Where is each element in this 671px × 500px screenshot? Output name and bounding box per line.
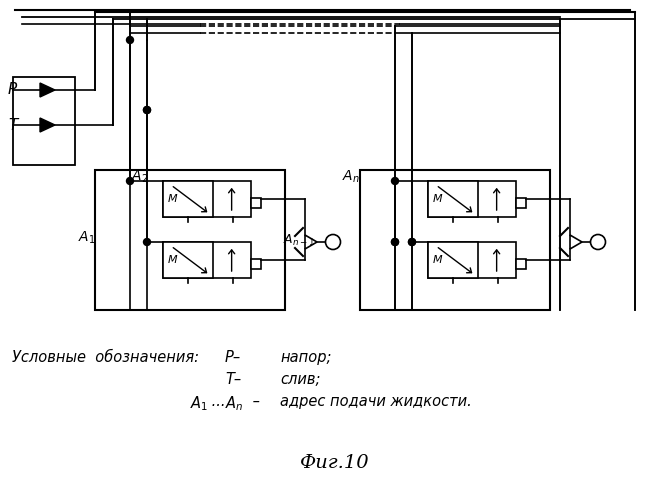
Bar <box>428 181 478 217</box>
Text: Условные  обозначения:: Условные обозначения: <box>12 350 199 365</box>
Text: T: T <box>8 118 17 132</box>
Circle shape <box>409 238 415 246</box>
Bar <box>428 181 516 217</box>
Bar <box>516 259 526 269</box>
Circle shape <box>409 238 415 246</box>
Circle shape <box>391 238 399 246</box>
Text: M: M <box>433 194 443 204</box>
Bar <box>428 242 478 278</box>
Circle shape <box>144 106 150 114</box>
Circle shape <box>144 238 150 246</box>
Bar <box>163 242 213 278</box>
Text: –: – <box>248 394 260 409</box>
Text: $A_1$: $A_1$ <box>78 230 95 246</box>
Text: M: M <box>168 194 178 204</box>
Circle shape <box>127 36 134 44</box>
Text: слив;: слив; <box>280 372 320 387</box>
Text: $A_n$: $A_n$ <box>225 394 244 412</box>
Text: M: M <box>168 255 178 265</box>
Bar <box>163 242 251 278</box>
Bar <box>163 181 213 217</box>
Text: напор;: напор; <box>280 350 331 365</box>
Text: P–: P– <box>225 350 242 365</box>
Bar <box>428 242 516 278</box>
Text: $A_1$: $A_1$ <box>190 394 208 412</box>
Bar <box>251 198 261 208</box>
Polygon shape <box>40 83 55 97</box>
Circle shape <box>391 238 399 246</box>
Text: $A_n$: $A_n$ <box>342 169 360 185</box>
Bar <box>516 198 526 208</box>
Circle shape <box>391 178 399 184</box>
Text: M: M <box>433 255 443 265</box>
Bar <box>163 181 251 217</box>
Text: P: P <box>8 82 17 98</box>
Text: ...: ... <box>207 394 225 409</box>
Text: $A_2$: $A_2$ <box>131 169 148 185</box>
Circle shape <box>127 178 134 184</box>
Text: Фиг.10: Фиг.10 <box>300 454 370 472</box>
Bar <box>13 77 75 165</box>
Text: адрес подачи жидкости.: адрес подачи жидкости. <box>280 394 472 409</box>
Text: $A_{n-1}$: $A_{n-1}$ <box>282 232 315 248</box>
Bar <box>95 170 285 310</box>
Text: T–: T– <box>225 372 242 387</box>
Bar <box>360 170 550 310</box>
Polygon shape <box>40 118 55 132</box>
Circle shape <box>144 106 150 114</box>
Bar <box>251 259 261 269</box>
